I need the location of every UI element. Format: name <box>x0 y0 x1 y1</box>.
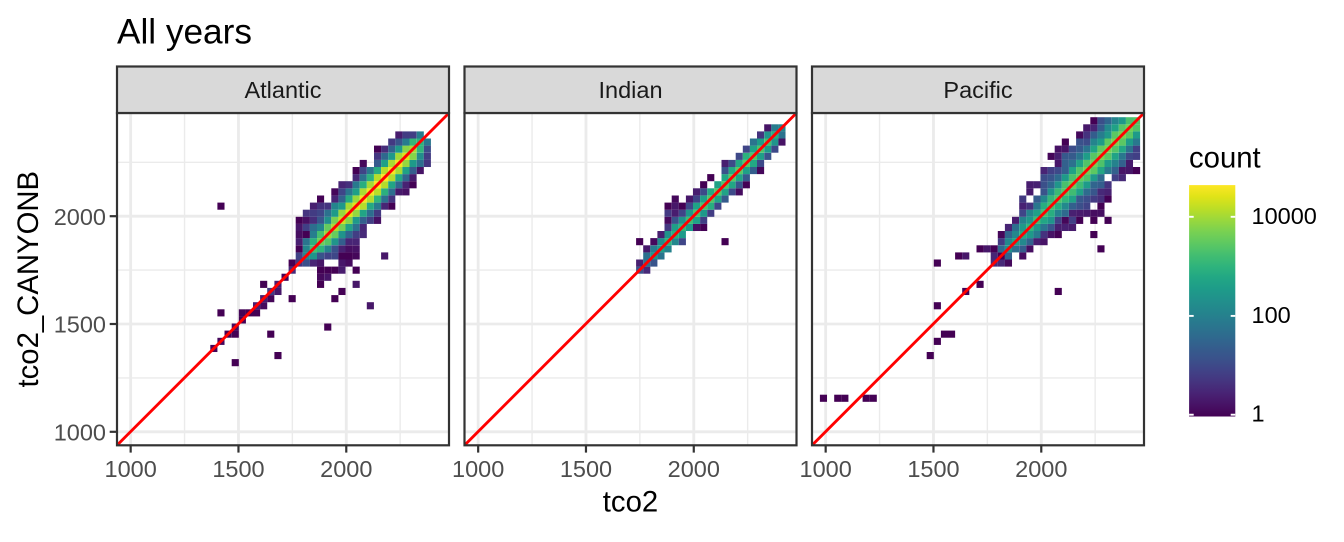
svg-text:1500: 1500 <box>907 456 959 482</box>
svg-text:1000: 1000 <box>105 456 157 482</box>
svg-text:1500: 1500 <box>560 456 612 482</box>
svg-text:2000: 2000 <box>1015 456 1067 482</box>
svg-text:Atlantic: Atlantic <box>244 77 321 103</box>
svg-text:1500: 1500 <box>212 456 264 482</box>
svg-text:tco2: tco2 <box>603 486 658 519</box>
svg-text:tco2_CANYONB: tco2_CANYONB <box>12 171 45 388</box>
svg-text:1000: 1000 <box>452 456 504 482</box>
svg-text:Pacific: Pacific <box>943 77 1012 103</box>
svg-text:count: count <box>1189 142 1261 175</box>
svg-text:1000: 1000 <box>800 456 852 482</box>
svg-text:1000: 1000 <box>54 419 106 445</box>
svg-text:10000: 10000 <box>1252 203 1317 229</box>
svg-text:All years: All years <box>117 13 252 52</box>
svg-text:Indian: Indian <box>598 77 662 103</box>
svg-text:2000: 2000 <box>668 456 720 482</box>
svg-text:2000: 2000 <box>54 204 106 230</box>
svg-text:1500: 1500 <box>54 312 106 338</box>
svg-text:2000: 2000 <box>320 456 372 482</box>
svg-text:100: 100 <box>1252 302 1291 328</box>
svg-text:1: 1 <box>1252 401 1265 427</box>
